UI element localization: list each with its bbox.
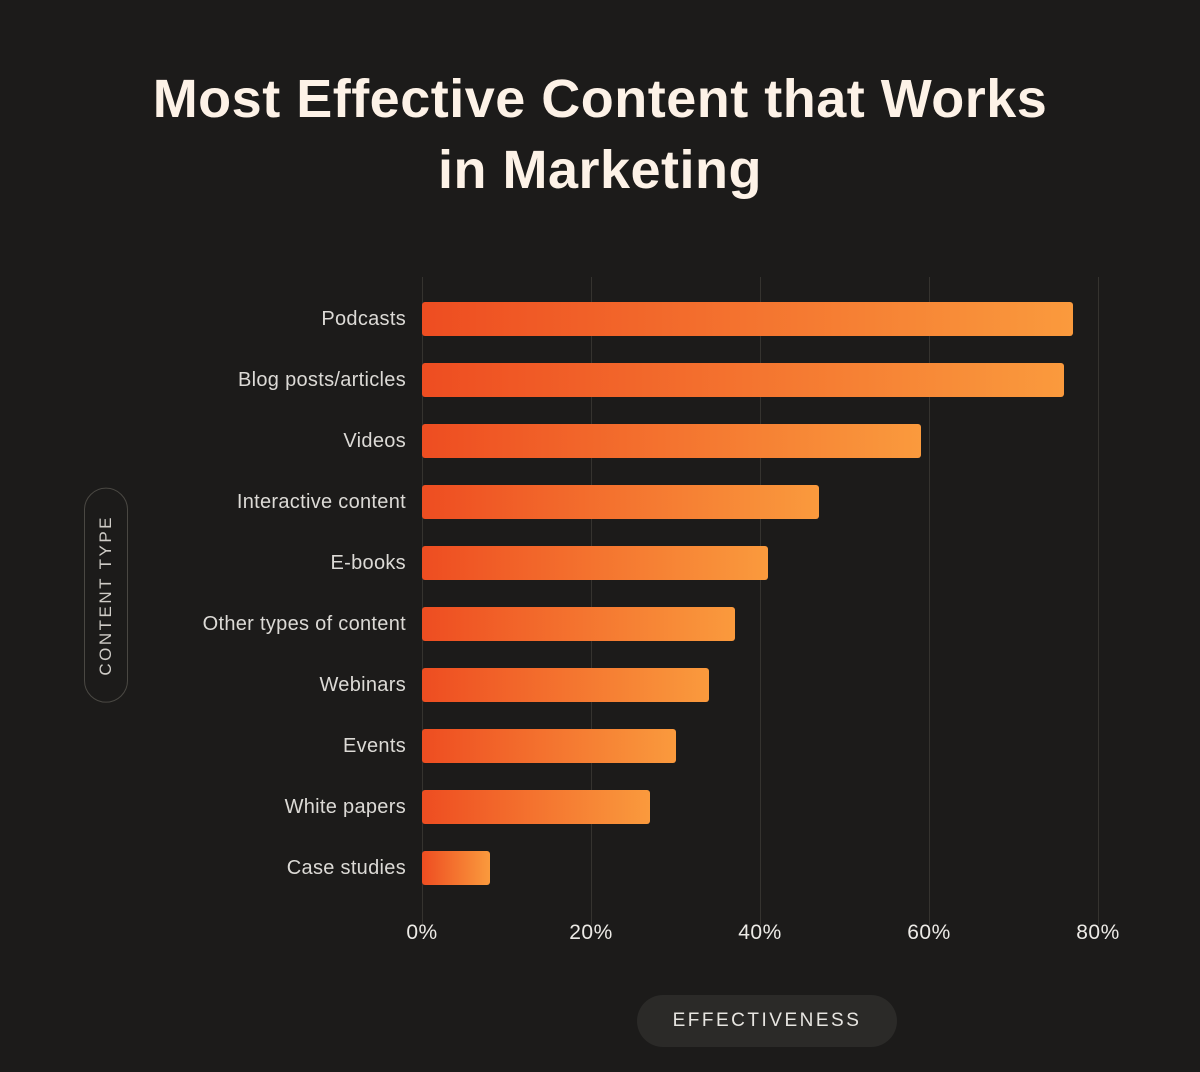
gridlines-layer	[422, 276, 1112, 925]
category-label: Webinars	[319, 673, 406, 696]
gridline	[422, 276, 423, 925]
bar	[422, 546, 769, 581]
bar-track	[422, 424, 1200, 459]
page-title-line1: Most Effective Content that Works	[152, 69, 1048, 129]
gridline	[1098, 276, 1099, 925]
bar	[422, 485, 820, 520]
bar	[422, 668, 710, 703]
x-tick-label: 80%	[1076, 920, 1120, 944]
chart-row: Interactive content	[0, 472, 1200, 533]
chart-row: White papers	[0, 777, 1200, 838]
chart-row: Webinars	[0, 655, 1200, 716]
chart-row: Videos	[0, 411, 1200, 472]
x-tick-label: 60%	[907, 920, 951, 944]
bar	[422, 302, 1073, 337]
chart-row: Podcasts	[0, 289, 1200, 350]
x-axis-label-wrap: EFFECTIVENESS	[422, 994, 1112, 1047]
page-title: Most Effective Content that Works in Mar…	[0, 64, 1200, 207]
x-tick-label: 40%	[738, 920, 782, 944]
bar	[422, 424, 921, 459]
category-label: Interactive content	[236, 490, 406, 513]
bar	[422, 607, 735, 642]
bar	[422, 363, 1065, 398]
category-label: Case studies	[286, 856, 406, 879]
category-label: Other types of content	[202, 612, 406, 635]
category-label: Videos	[343, 429, 406, 452]
bar-track	[422, 607, 1200, 642]
gridline	[929, 276, 930, 925]
bar-chart: Podcasts Blog posts/articles Videos Interac…	[0, 276, 1200, 953]
x-tick-label: 0%	[406, 920, 438, 944]
category-label: E-books	[330, 551, 406, 574]
bar-track	[422, 729, 1200, 764]
bar-track	[422, 302, 1200, 337]
page-title-line2: in Marketing	[437, 140, 763, 201]
category-label: Blog posts/articles	[238, 368, 406, 391]
bar	[422, 790, 651, 825]
gridline	[760, 276, 761, 925]
plot-rows: Podcasts Blog posts/articles Videos Interac…	[0, 289, 1200, 899]
chart-row: Other types of content	[0, 594, 1200, 655]
bar-track	[422, 363, 1200, 398]
x-axis-label-pill: EFFECTIVENESS	[636, 994, 898, 1047]
chart-row: Blog posts/articles	[0, 350, 1200, 411]
x-tick-label: 20%	[569, 920, 613, 944]
bar-track	[422, 546, 1200, 581]
chart-row: Case studies	[0, 838, 1200, 899]
category-label: Events	[343, 734, 406, 757]
x-axis-ticks: 0% 20% 40% 60% 80%	[406, 920, 1119, 953]
bar-track	[422, 851, 1200, 886]
bar	[422, 851, 490, 886]
chart-row: E-books	[0, 533, 1200, 594]
bar-track	[422, 668, 1200, 703]
category-label: Podcasts	[321, 307, 406, 330]
gridline	[591, 276, 592, 925]
bar-track	[422, 485, 1200, 520]
bar	[422, 729, 676, 764]
chart-row: Events	[0, 716, 1200, 777]
category-label: White papers	[284, 795, 406, 818]
bar-track	[422, 790, 1200, 825]
